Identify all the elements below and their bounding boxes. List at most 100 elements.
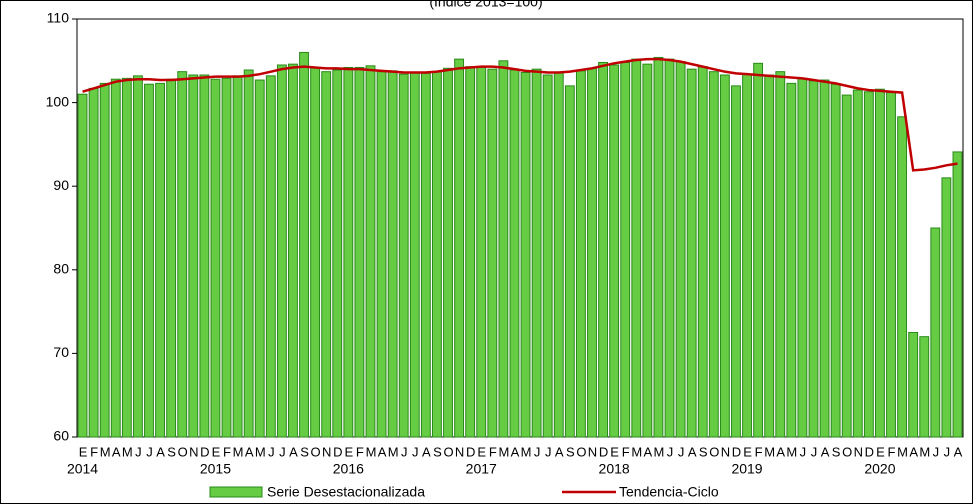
- x-tick-label: E: [345, 444, 354, 459]
- y-tick-label: 100: [46, 93, 70, 109]
- x-tick-label: O: [709, 444, 719, 459]
- bar: [487, 68, 498, 438]
- bar: [144, 83, 154, 438]
- x-tick-label: J: [279, 444, 285, 459]
- bar: [210, 78, 221, 438]
- bar: [354, 66, 365, 438]
- bar: [376, 71, 387, 438]
- x-tick-label: A: [156, 444, 165, 459]
- bar: [575, 70, 586, 438]
- bar: [520, 72, 531, 438]
- bar: [365, 65, 376, 438]
- x-tick-label: J: [412, 444, 418, 459]
- x-tick-label: F: [223, 444, 231, 459]
- year-label: 2015: [200, 461, 231, 477]
- bar: [166, 78, 177, 438]
- x-tick-label: M: [366, 444, 376, 459]
- bar: [930, 227, 941, 438]
- bar: [675, 61, 686, 438]
- bar: [155, 82, 165, 438]
- bar: [764, 74, 775, 438]
- x-tick-label: F: [755, 444, 763, 459]
- bar: [498, 60, 509, 438]
- year-label: 2019: [731, 461, 762, 477]
- bar: [742, 73, 752, 438]
- x-tick-label: O: [443, 444, 453, 459]
- bar: [409, 72, 420, 438]
- x-tick-label: O: [311, 444, 321, 459]
- x-tick-label: A: [245, 444, 254, 459]
- bar: [332, 69, 343, 438]
- x-tick-label: A: [954, 444, 963, 459]
- x-tick-label: M: [233, 444, 243, 459]
- x-tick-label: M: [498, 444, 508, 459]
- bar: [886, 92, 896, 438]
- x-tick-label: F: [622, 444, 630, 459]
- bar: [941, 177, 952, 438]
- bar: [564, 85, 575, 438]
- x-tick-label: A: [511, 444, 520, 459]
- bar: [697, 66, 708, 438]
- bar: [686, 68, 697, 438]
- bar: [254, 79, 265, 438]
- bar: [177, 71, 188, 438]
- x-tick-label: J: [401, 444, 407, 459]
- bar: [232, 75, 243, 438]
- bar: [398, 73, 409, 438]
- x-tick-label: D: [732, 444, 741, 459]
- x-tick-label: E: [743, 444, 752, 459]
- x-tick-label: D: [200, 444, 209, 459]
- x-tick-label: S: [832, 444, 841, 459]
- bar: [531, 68, 542, 438]
- bar: [797, 77, 808, 438]
- legend-label: Tendencia-Ciclo: [619, 484, 719, 500]
- bar: [88, 87, 99, 438]
- y-tick-label: 70: [53, 344, 69, 360]
- x-tick-label: N: [854, 444, 863, 459]
- bar: [908, 332, 919, 438]
- x-tick-label: E: [477, 444, 486, 459]
- bar: [99, 82, 110, 438]
- trend-line: [82, 57, 958, 172]
- bar: [631, 58, 642, 438]
- bar: [199, 74, 210, 438]
- bar: [875, 88, 885, 438]
- x-tick-label: E: [876, 444, 885, 459]
- bar: [387, 70, 398, 438]
- bar: [775, 71, 786, 438]
- x-tick-label: N: [189, 444, 198, 459]
- legend-label: Serie Desestacionalizada: [267, 484, 425, 500]
- bar: [642, 63, 653, 438]
- bar: [465, 66, 476, 438]
- bar: [609, 64, 620, 438]
- y-tick-label: 110: [47, 10, 70, 26]
- bar: [420, 72, 431, 438]
- x-tick-label: A: [688, 444, 697, 459]
- bar: [265, 75, 276, 438]
- bar: [830, 83, 841, 438]
- x-tick-label: D: [466, 444, 475, 459]
- x-tick-label: M: [919, 444, 929, 459]
- bar: [919, 336, 930, 438]
- bar: [653, 56, 664, 438]
- x-tick-label: M: [100, 444, 110, 459]
- x-tick-label: S: [167, 444, 176, 459]
- bar: [952, 151, 963, 438]
- bar: [343, 66, 354, 438]
- x-tick-label: D: [599, 444, 608, 459]
- x-tick-label: M: [764, 444, 774, 459]
- x-tick-label: F: [888, 444, 896, 459]
- bar: [841, 94, 852, 438]
- x-tick-label: S: [699, 444, 708, 459]
- bar: [77, 93, 88, 438]
- x-tick-label: J: [944, 444, 950, 459]
- bar: [819, 79, 830, 438]
- x-tick-label: A: [422, 444, 431, 459]
- x-tick-label: E: [610, 444, 619, 459]
- x-tick-label: A: [644, 444, 653, 459]
- bar: [243, 69, 254, 438]
- x-tick-label: N: [455, 444, 464, 459]
- bar: [598, 61, 608, 438]
- x-tick-label: J: [678, 444, 684, 459]
